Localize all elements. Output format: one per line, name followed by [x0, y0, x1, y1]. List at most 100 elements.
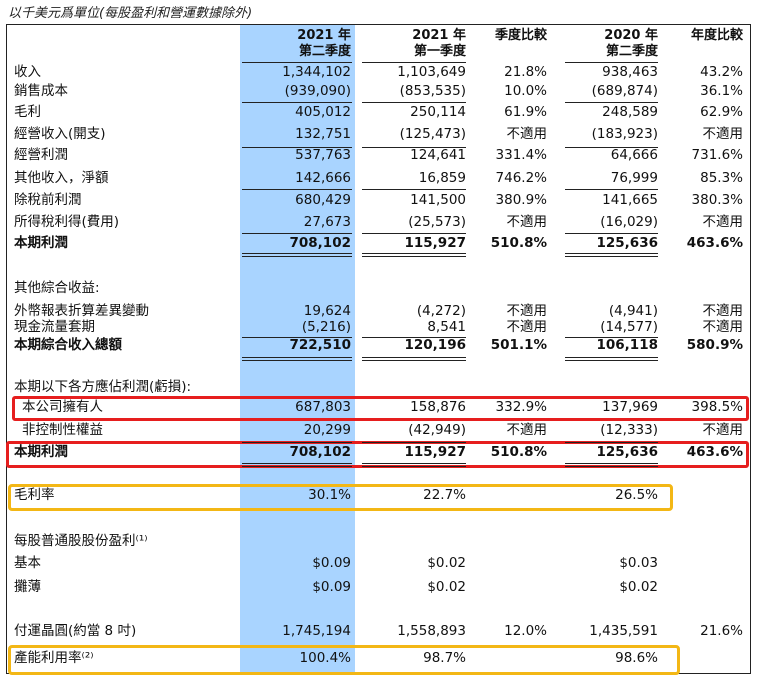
- row-value-col1: 141,500: [410, 192, 466, 208]
- row-value-col2: 510.8%: [490, 444, 547, 460]
- row-value-col1: 8,541: [427, 319, 466, 335]
- row-label: 經營收入(開支): [14, 126, 106, 142]
- row-value-col0: 708,102: [289, 235, 352, 251]
- row-value-col1: 1,103,649: [397, 64, 466, 80]
- table-row: 收入 1,344,102 1,103,649 21.8% 938,463 43.2%: [0, 62, 757, 82]
- row-value-col3: 137,969: [602, 399, 658, 415]
- row-label: 所得稅利得(費用): [14, 214, 120, 230]
- header-underline-c1: [362, 62, 466, 63]
- row-value-col4: 380.3%: [691, 192, 743, 208]
- row-value-col3: 98.6%: [615, 650, 658, 666]
- row-value-col3: (14,577): [600, 319, 658, 335]
- row-value-col2: 不適用: [506, 126, 548, 142]
- subtotal-rule: [362, 337, 466, 338]
- subtotal-rule: [565, 463, 658, 464]
- table-row: 本期利潤 708,102 115,927 510.8% 125,636 463.6%: [0, 233, 757, 253]
- row-value-col0: 405,012: [295, 104, 351, 120]
- row-label: 本期利潤: [14, 235, 68, 251]
- subtotal-rule: [242, 233, 352, 234]
- subtotal-rule: [242, 442, 352, 443]
- row-value-col0: (939,090): [284, 83, 351, 99]
- subtotal-rule: [565, 253, 658, 254]
- subtotal-rule: [565, 189, 658, 190]
- row-value-col3: 106,118: [596, 337, 659, 353]
- row-value-col2: 21.8%: [504, 64, 547, 80]
- row-value-col0: 722,510: [289, 337, 352, 353]
- row-value-col4: 580.9%: [686, 337, 743, 353]
- row-value-col3: $0.02: [619, 579, 658, 595]
- table-row: 所得稅利得(費用) 27,673 (25,573) 不適用 (16,029) 不適用: [0, 212, 757, 232]
- row-value-col0: 30.1%: [308, 487, 351, 503]
- subtotal-rule: [242, 256, 352, 257]
- row-value-col1: 22.7%: [423, 487, 466, 503]
- row-value-col1: 98.7%: [423, 650, 466, 666]
- row-value-col3: 26.5%: [615, 487, 658, 503]
- table-row: 其他綜合收益:: [0, 278, 757, 298]
- row-value-col0: $0.09: [312, 579, 351, 595]
- row-value-col3: 141,665: [602, 192, 658, 208]
- subtotal-rule: [362, 147, 466, 148]
- row-value-col0: 680,429: [295, 192, 351, 208]
- row-value-col1: $0.02: [427, 579, 466, 595]
- subtotal-rule: [362, 253, 466, 254]
- row-value-col2: 501.1%: [490, 337, 547, 353]
- table-row: 外幣報表折算差異變動 19,624 (4,272) 不適用 (4,941) 不適用: [0, 301, 757, 321]
- subtotal-rule: [242, 253, 352, 254]
- header-underline-c0: [242, 62, 352, 63]
- row-value-col0: 1,344,102: [282, 64, 351, 80]
- highlighted-column: [240, 25, 355, 675]
- table-row: 其他收入，淨額 142,666 16,859 746.2% 76,999 85.3%: [0, 168, 757, 188]
- subtotal-rule: [565, 102, 658, 103]
- row-value-col1: (25,573): [408, 214, 466, 230]
- table-row: 本期利潤 708,102 115,927 510.8% 125,636 463.6%: [0, 442, 757, 462]
- row-label: 攤薄: [14, 579, 41, 595]
- table-row: 除稅前利潤 680,429 141,500 380.9% 141,665 380.3%: [0, 190, 757, 210]
- row-value-col2: 61.9%: [504, 104, 547, 120]
- row-value-col1: $0.02: [427, 555, 466, 571]
- row-value-col3: 64,666: [610, 147, 658, 163]
- row-label: 毛利率: [14, 487, 55, 503]
- table-row: 付運晶圓(約當 8 吋) 1,745,194 1,558,893 12.0% 1,435…: [0, 621, 757, 641]
- row-value-col0: (5,216): [301, 319, 351, 335]
- table-row: 基本 $0.09 $0.02 $0.03: [0, 553, 757, 573]
- table-row: 經營收入(開支) 132,751 (125,473) 不適用 (183,923) 不適用: [0, 124, 757, 144]
- subtotal-rule: [565, 466, 658, 467]
- row-value-col1: (42,949): [408, 422, 466, 438]
- subtotal-rule: [362, 463, 466, 464]
- row-value-col1: (125,473): [399, 126, 466, 142]
- col-header-4-line1: 年度比較: [690, 28, 743, 43]
- row-label: 收入: [14, 64, 41, 80]
- row-value-col1: 16,859: [418, 170, 466, 186]
- row-value-col4: 398.5%: [691, 399, 743, 415]
- owner-profit-highlight-box: [12, 396, 749, 421]
- table-row: 攤薄 $0.09 $0.02 $0.02: [0, 577, 757, 597]
- subtotal-rule: [242, 357, 352, 358]
- col-header-1-line1: 2021 年: [412, 28, 466, 43]
- utilization-highlight-box: [8, 645, 680, 675]
- row-label: 其他收入，淨額: [14, 170, 109, 186]
- subtotal-rule: [242, 360, 352, 361]
- row-value-col1: 158,876: [410, 399, 466, 415]
- row-value-col1: 250,114: [410, 104, 466, 120]
- row-value-col0: 537,763: [295, 147, 351, 163]
- row-value-col2: 331.4%: [495, 147, 547, 163]
- table-row: 本公司擁有人 687,803 158,876 332.9% 137,969 398.5%: [0, 397, 757, 417]
- row-value-col3: 938,463: [602, 64, 658, 80]
- row-label: 經營利潤: [14, 147, 68, 163]
- subtotal-rule: [362, 357, 466, 358]
- subtotal-rule: [362, 360, 466, 361]
- row-label: 非控制性權益: [22, 422, 103, 438]
- row-value-col4: 43.2%: [700, 64, 743, 80]
- row-value-col3: (16,029): [600, 214, 658, 230]
- row-value-col0: 687,803: [295, 399, 351, 415]
- row-value-col0: 19,624: [303, 303, 351, 319]
- row-value-col2: 不適用: [506, 319, 548, 335]
- row-label: 每股普通股股份盈利⁽¹⁾: [14, 533, 148, 549]
- row-value-col4: 不適用: [702, 214, 744, 230]
- subtotal-rule: [362, 233, 466, 234]
- row-value-col3: (12,333): [600, 422, 658, 438]
- row-label: 本期綜合收入總額: [14, 337, 122, 353]
- subtotal-rule: [362, 466, 466, 467]
- row-value-col3: 248,589: [602, 104, 658, 120]
- row-value-col4: 62.9%: [700, 104, 743, 120]
